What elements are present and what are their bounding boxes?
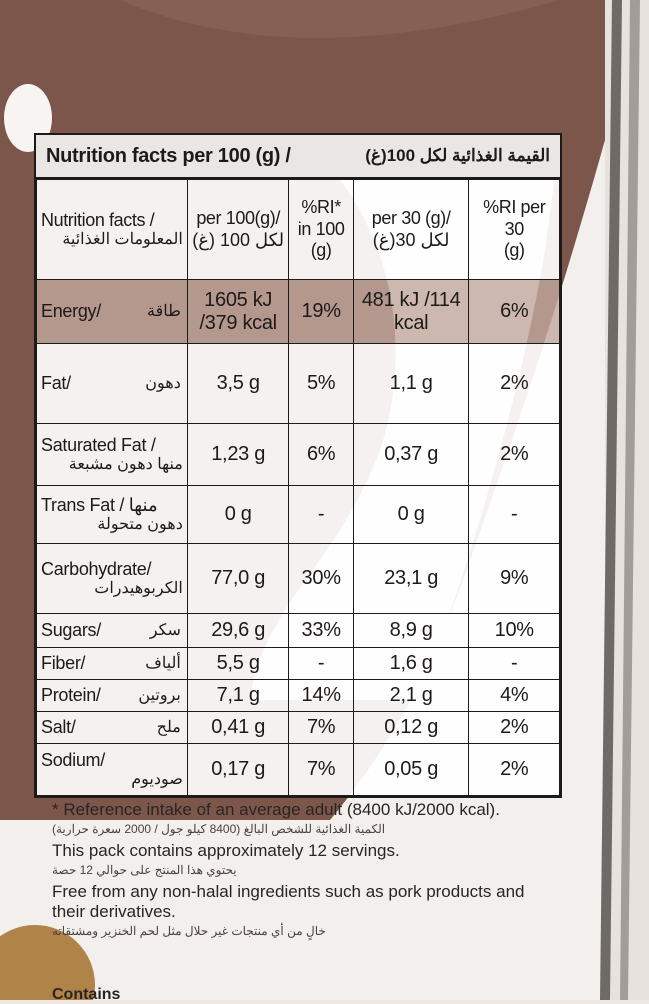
value-ri100: -	[288, 485, 354, 544]
nutrition-table: Nutrition facts / المعلومات الغذائية per…	[36, 179, 560, 796]
value-ri30: 10%	[468, 613, 560, 648]
value-ri30: 4%	[468, 679, 560, 712]
value-ri30: 6%	[468, 279, 560, 344]
header-per100: per 100(g)/ لكل 100 (غ)	[186, 179, 290, 280]
value-ri100: 5%	[288, 343, 354, 424]
value-per100: 5,5 g	[186, 647, 290, 680]
nutrient-label: Energy/طاقة	[36, 279, 188, 344]
nutrient-label-ar: ملح	[156, 718, 182, 736]
value-ri100: 7%	[288, 711, 354, 744]
value-ri100: 33%	[288, 613, 354, 648]
nutrient-label-en: Sodium/	[41, 749, 105, 770]
nutrient-label: Trans Fat / منها دهون متحولة	[36, 485, 188, 544]
value-ri30: 2%	[468, 343, 560, 424]
value-per100: 0,41 g	[186, 711, 290, 744]
value-ri30: -	[468, 485, 560, 544]
table-row: Sodium/صوديوم 0,17 g 7% 0,05 g 2%	[36, 743, 560, 796]
nutrient-label: Sodium/صوديوم	[36, 743, 188, 796]
value-ri100: 7%	[288, 743, 354, 796]
halal-note: Free from any non-halal ingredients such…	[52, 881, 525, 921]
table-title-ar: القيمة الغذائية لكل 100(غ)	[365, 146, 550, 165]
value-per100: 0 g	[186, 485, 290, 544]
nutrient-label-ar: دهون	[145, 374, 181, 392]
value-per30: 0 g	[352, 485, 470, 544]
contains-heading: Contains	[52, 986, 121, 1003]
halal-note-ar: خالٍ من أي منتجات غير حلال مثل لحم الخنز…	[52, 924, 326, 939]
value-ri30: 2%	[468, 711, 560, 744]
value-per30: 0,05 g	[352, 743, 470, 796]
nutrient-label-ar: ألياف	[145, 654, 181, 672]
table-row: Carbohydrate/الكربوهيدرات 77,0 g 30% 23,1 g…	[36, 543, 560, 614]
nutrient-label-ar: الكربوهيدرات	[94, 579, 183, 597]
footer-notes: * Reference intake of an average adult (…	[52, 800, 552, 943]
nutrient-label: Carbohydrate/الكربوهيدرات	[36, 543, 188, 614]
table-row: Fiber/ألياف 5,5 g -1,6 g-	[36, 647, 560, 680]
nutrient-label: Fat/دهون	[36, 343, 188, 424]
reference-intake-note: * Reference intake of an average adult (…	[52, 800, 500, 819]
nutrient-label: Saturated Fat / منها دهون مشبعة	[36, 423, 188, 486]
header-nutrient: Nutrition facts / المعلومات الغذائية	[36, 179, 188, 280]
value-ri30: 2%	[468, 743, 560, 796]
table-row: Trans Fat / منها دهون متحولة 0 g-0 g-	[36, 485, 560, 544]
nutrition-table-panel: Nutrition facts per 100 (g) / القيمة الغ…	[34, 133, 562, 798]
nutrient-label-en: Salt/	[41, 717, 76, 738]
nutrient-label-en: Protein/	[41, 685, 101, 706]
value-per30: 2,1 g	[352, 679, 470, 712]
nutrient-label: Sugars/سكر	[36, 613, 188, 648]
nutrient-label-en: Carbohydrate/	[41, 558, 152, 579]
value-ri100: 19%	[288, 279, 354, 344]
table-row: Saturated Fat / منها دهون مشبعة 1,23 g 6% 0,…	[36, 423, 560, 486]
nutrient-label-en: Trans Fat / منها	[41, 494, 158, 515]
value-ri30: -	[468, 647, 560, 680]
nutrient-label-ar: بروتين	[138, 686, 181, 704]
value-per30: 0,12 g	[352, 711, 470, 744]
nutrient-label-ar: طاقة	[147, 302, 181, 320]
nutrient-label: Fiber/ألياف	[36, 647, 188, 680]
value-per100: 3,5 g	[186, 343, 290, 424]
value-per100: 77,0 g	[186, 543, 290, 614]
value-per30: 8,9 g	[352, 613, 470, 648]
value-ri30: 2%	[468, 423, 560, 486]
servings-note-ar: يحتوي هذا المنتج على حوالي 12 حصة	[52, 863, 237, 878]
value-per100: 1,23 g	[186, 423, 290, 486]
value-per30: 481 kJ /114 kcal	[352, 279, 470, 344]
header-per30: per 30 (g)/ لكل 30(غ)	[352, 179, 470, 280]
nutrient-label-ar: منها دهون مشبعة	[68, 455, 183, 473]
table-row: Sugars/سكر 29,6 g 33% 8,9 g 10%	[36, 613, 560, 648]
value-per100: 29,6 g	[186, 613, 290, 648]
value-per30: 1,6 g	[352, 647, 470, 680]
table-title-en: Nutrition facts per 100 (g) /	[46, 144, 291, 167]
table-title: Nutrition facts per 100 (g) / القيمة الغ…	[36, 135, 560, 179]
value-ri100: 14%	[288, 679, 354, 712]
nutrient-label-en: Energy/	[41, 301, 101, 322]
value-ri30: 9%	[468, 543, 560, 614]
servings-note: This pack contains approximately 12 serv…	[52, 840, 400, 860]
header-row: Nutrition facts / المعلومات الغذائية per…	[36, 179, 560, 280]
table-row: Protein/بروتين 7,1 g 14% 2,1 g 4%	[36, 679, 560, 712]
value-per30: 1,1 g	[352, 343, 470, 424]
value-per30: 0,37 g	[352, 423, 470, 486]
nutrient-label: Protein/بروتين	[36, 679, 188, 712]
value-per100: 0,17 g	[186, 743, 290, 796]
nutrient-label-en: Fat/	[41, 373, 71, 394]
value-per100: 1605 kJ /379 kcal	[186, 279, 290, 344]
value-ri100: 6%	[288, 423, 354, 486]
value-per30: 23,1 g	[352, 543, 470, 614]
header-ri30: %RI per 30 (g)	[468, 179, 560, 280]
nutrient-label-ar: سكر	[149, 621, 181, 639]
nutrient-label-ar: صوديوم	[131, 770, 183, 788]
nutrient-label-en: Sugars/	[41, 620, 101, 641]
value-ri100: -	[288, 647, 354, 680]
value-per100: 7,1 g	[186, 679, 290, 712]
value-ri100: 30%	[288, 543, 354, 614]
nutrient-label-ar: دهون متحولة	[97, 515, 183, 533]
reference-intake-note-ar: الكمية الغذائية للشخص البالغ (8400 كيلو …	[52, 822, 386, 837]
nutrient-label: Salt/ملح	[36, 711, 188, 744]
table-row: Salt/ملح 0,41 g 7% 0,12 g 2%	[36, 711, 560, 744]
table-row: Fat/دهون 3,5 g 5% 1,1 g 2%	[36, 343, 560, 424]
header-ri100: %RI* in 100 (g)	[288, 179, 354, 280]
table-row: Energy/طاقة 1605 kJ /379 kcal 19% 481 kJ /1…	[36, 279, 560, 344]
nutrient-label-en: Saturated Fat /	[41, 434, 156, 455]
nutrient-label-en: Fiber/	[41, 653, 86, 674]
